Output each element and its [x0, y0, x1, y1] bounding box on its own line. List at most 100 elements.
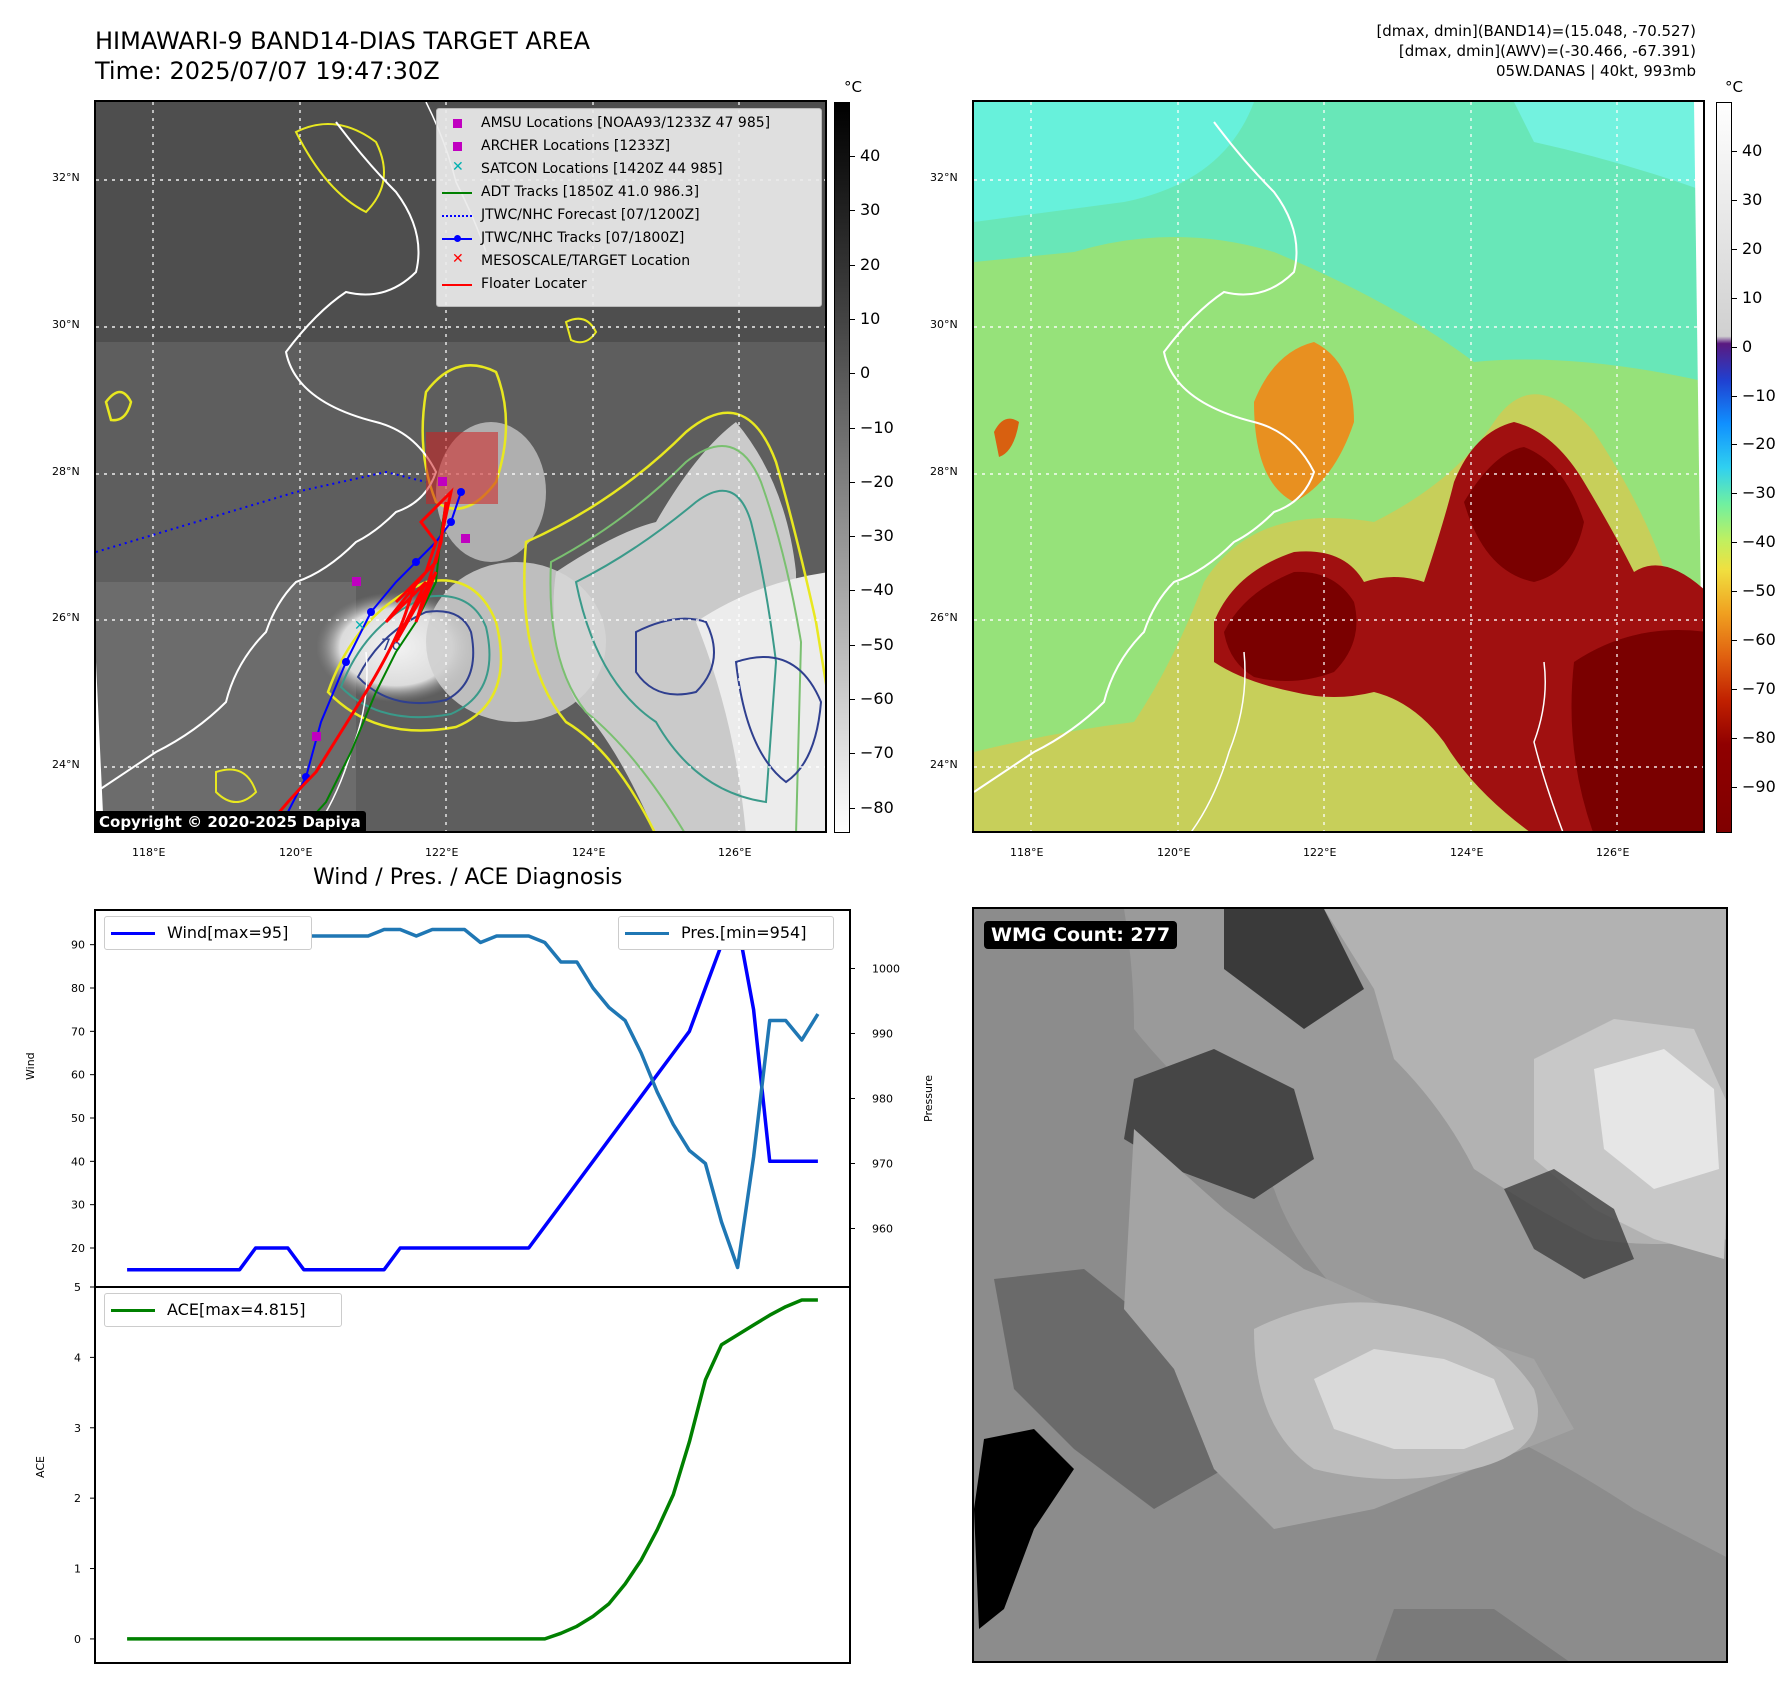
ace-ytick-label: 5: [74, 1281, 81, 1294]
awv-range-text: [dmax, dmin](AWV)=(-30.466, -67.391): [1398, 42, 1696, 60]
lat-tick-label: 32°N: [930, 171, 958, 184]
archer-marker: [352, 577, 361, 586]
lon-tick-label: 122°E: [1303, 846, 1337, 859]
wind-ytick-label: 20: [71, 1242, 85, 1255]
wmg-panel: WMG Count: 277: [972, 907, 1728, 1663]
wind-ytick-label: 70: [71, 1025, 85, 1038]
colorbar-tick-mark: [850, 590, 855, 592]
lat-tick-label: 24°N: [930, 758, 958, 771]
ace-axis-label: ACE: [34, 1456, 47, 1478]
colorbar-tick-label: −80: [1742, 727, 1776, 747]
colorbar-tick-mark: [850, 481, 855, 483]
colorbar-tick-mark: [850, 318, 855, 320]
colorbar-tick-mark: [850, 699, 855, 700]
figure-title: HIMAWARI-9 BAND14-DIAS TARGET AREA: [95, 27, 591, 55]
ace-ytick-label: 3: [74, 1422, 81, 1435]
legend-x-marker: ✕: [452, 251, 464, 267]
wmg-count-badge: WMG Count: 277: [984, 921, 1178, 949]
lat-tick-label: 26°N: [52, 611, 80, 624]
colorbar-tick-label: 20: [860, 254, 881, 274]
lat-tick-label: 26°N: [930, 611, 958, 624]
lon-tick-label: 118°E: [132, 846, 166, 859]
colorbar-tick-mark: [850, 156, 855, 157]
legend-line-marker: [442, 192, 472, 194]
ace-plot-frame: [94, 1286, 851, 1664]
ace-ytick-label: 2: [74, 1492, 81, 1505]
colorbar-tick-mark: [1732, 297, 1737, 299]
wind-legend-line: [111, 932, 155, 935]
amsu-marker-2: [438, 477, 447, 486]
colorbar-tick-label: −20: [860, 471, 894, 491]
amsu-marker: [461, 534, 470, 543]
colorbar-tick-label: −50: [860, 634, 894, 654]
wind-series-line: [127, 921, 818, 1272]
colorbar-tick-mark: [850, 210, 855, 212]
colorbar-tick-mark: [850, 807, 855, 809]
ir-color-map: [972, 100, 1705, 833]
colorbar-tick-label: 30: [860, 200, 881, 220]
colorbar-tick-label: 30: [1742, 189, 1763, 209]
copyright-badge: Copyright © 2020-2025 Dapiya: [96, 811, 366, 831]
lon-tick-label: 118°E: [1010, 846, 1044, 859]
colorbar-tick-mark: [1732, 493, 1737, 495]
colorbar-tick-mark: [1732, 395, 1737, 397]
colorbar-tick-label: 40: [1742, 141, 1763, 160]
colorbar-tick-mark: [1732, 591, 1737, 593]
ace-plot: 0 1 2 3 4 5: [74, 1281, 851, 1664]
wind-ytick-label: 30: [71, 1199, 85, 1212]
colorbar-tick-label: −80: [860, 797, 894, 817]
lat-tick-label: 30°N: [930, 318, 958, 331]
diagnosis-title: Wind / Pres. / ACE Diagnosis: [313, 865, 623, 890]
ace-ytick-label: 1: [74, 1563, 81, 1576]
pressure-series-line: [127, 921, 820, 1270]
colorbar-tick-label: −30: [860, 526, 894, 546]
colorbar-tick-label: −30: [1742, 483, 1776, 503]
colorbar-tick-label: 10: [860, 308, 881, 328]
lon-tick-label: 120°E: [279, 846, 313, 859]
colorbar-tick-mark: [1732, 786, 1737, 788]
ace-series-line: [127, 1298, 818, 1641]
colorbar-tick-mark: [1732, 346, 1737, 348]
pressure-legend-line: [625, 932, 669, 935]
lat-tick-label: 32°N: [52, 171, 80, 184]
legend-dot-marker: [454, 235, 461, 242]
colorbar-tick-label: −60: [860, 689, 894, 708]
colorbar-tick-mark: [1732, 737, 1737, 739]
storm-info-text: 05W.DANAS | 40kt, 993mb: [1495, 62, 1696, 80]
pressure-ytick-label: 990: [872, 1028, 893, 1041]
colorbar-tick-mark: [850, 427, 855, 429]
colorbar-tick-label: −10: [860, 417, 894, 437]
colorbar-tick-label: −40: [1742, 532, 1776, 552]
band14-range-text: [dmax, dmin](BAND14)=(15.048, -70.527): [1376, 22, 1696, 40]
wind-ytick-label: 40: [71, 1155, 85, 1168]
map-legend: AMSU Locations [NOAA93/1233Z 47 985] ARC…: [436, 108, 822, 307]
colorbar-gray: [834, 102, 850, 833]
ace-ytick-label: 0: [74, 1633, 81, 1646]
colorbar-tick-label: −50: [1742, 581, 1776, 601]
colorbar-tick-mark: [1732, 248, 1737, 250]
wind-ytick-label: 60: [71, 1069, 85, 1082]
wind-ytick-label: 80: [71, 982, 85, 995]
lat-tick-label: 30°N: [52, 318, 80, 331]
lat-tick-label: 28°N: [930, 465, 958, 478]
colorbar-tick-label: 0: [1742, 336, 1753, 356]
legend-square-marker: [453, 142, 462, 151]
ace-legend: ACE[max=4.815]: [104, 1293, 342, 1327]
colorbar-tick-mark: [850, 753, 855, 755]
lon-tick-label: 126°E: [718, 846, 752, 859]
colorbar-tick-mark: [1732, 444, 1737, 446]
pressure-ytick-label: 980: [872, 1093, 893, 1106]
colorbar-tick-mark: [850, 644, 855, 646]
colorbar-tick-label: −40: [860, 580, 894, 600]
legend-x-marker: ✕: [452, 159, 464, 175]
colorbar-tick-label: −70: [860, 743, 894, 763]
lon-tick-label: 120°E: [1157, 846, 1191, 859]
colorbar-tick-label: 0: [860, 363, 871, 383]
colorbar-tick-mark: [1732, 151, 1737, 152]
ace-legend-line: [111, 1309, 155, 1312]
figure-time: Time: 2025/07/07 19:47:30Z: [95, 57, 440, 85]
floater-locater-track: [262, 487, 454, 831]
satcon-marker: ✕: [354, 618, 366, 634]
ace-ytick-label: 4: [74, 1351, 81, 1364]
colorbar-tick-label: 40: [860, 146, 881, 165]
